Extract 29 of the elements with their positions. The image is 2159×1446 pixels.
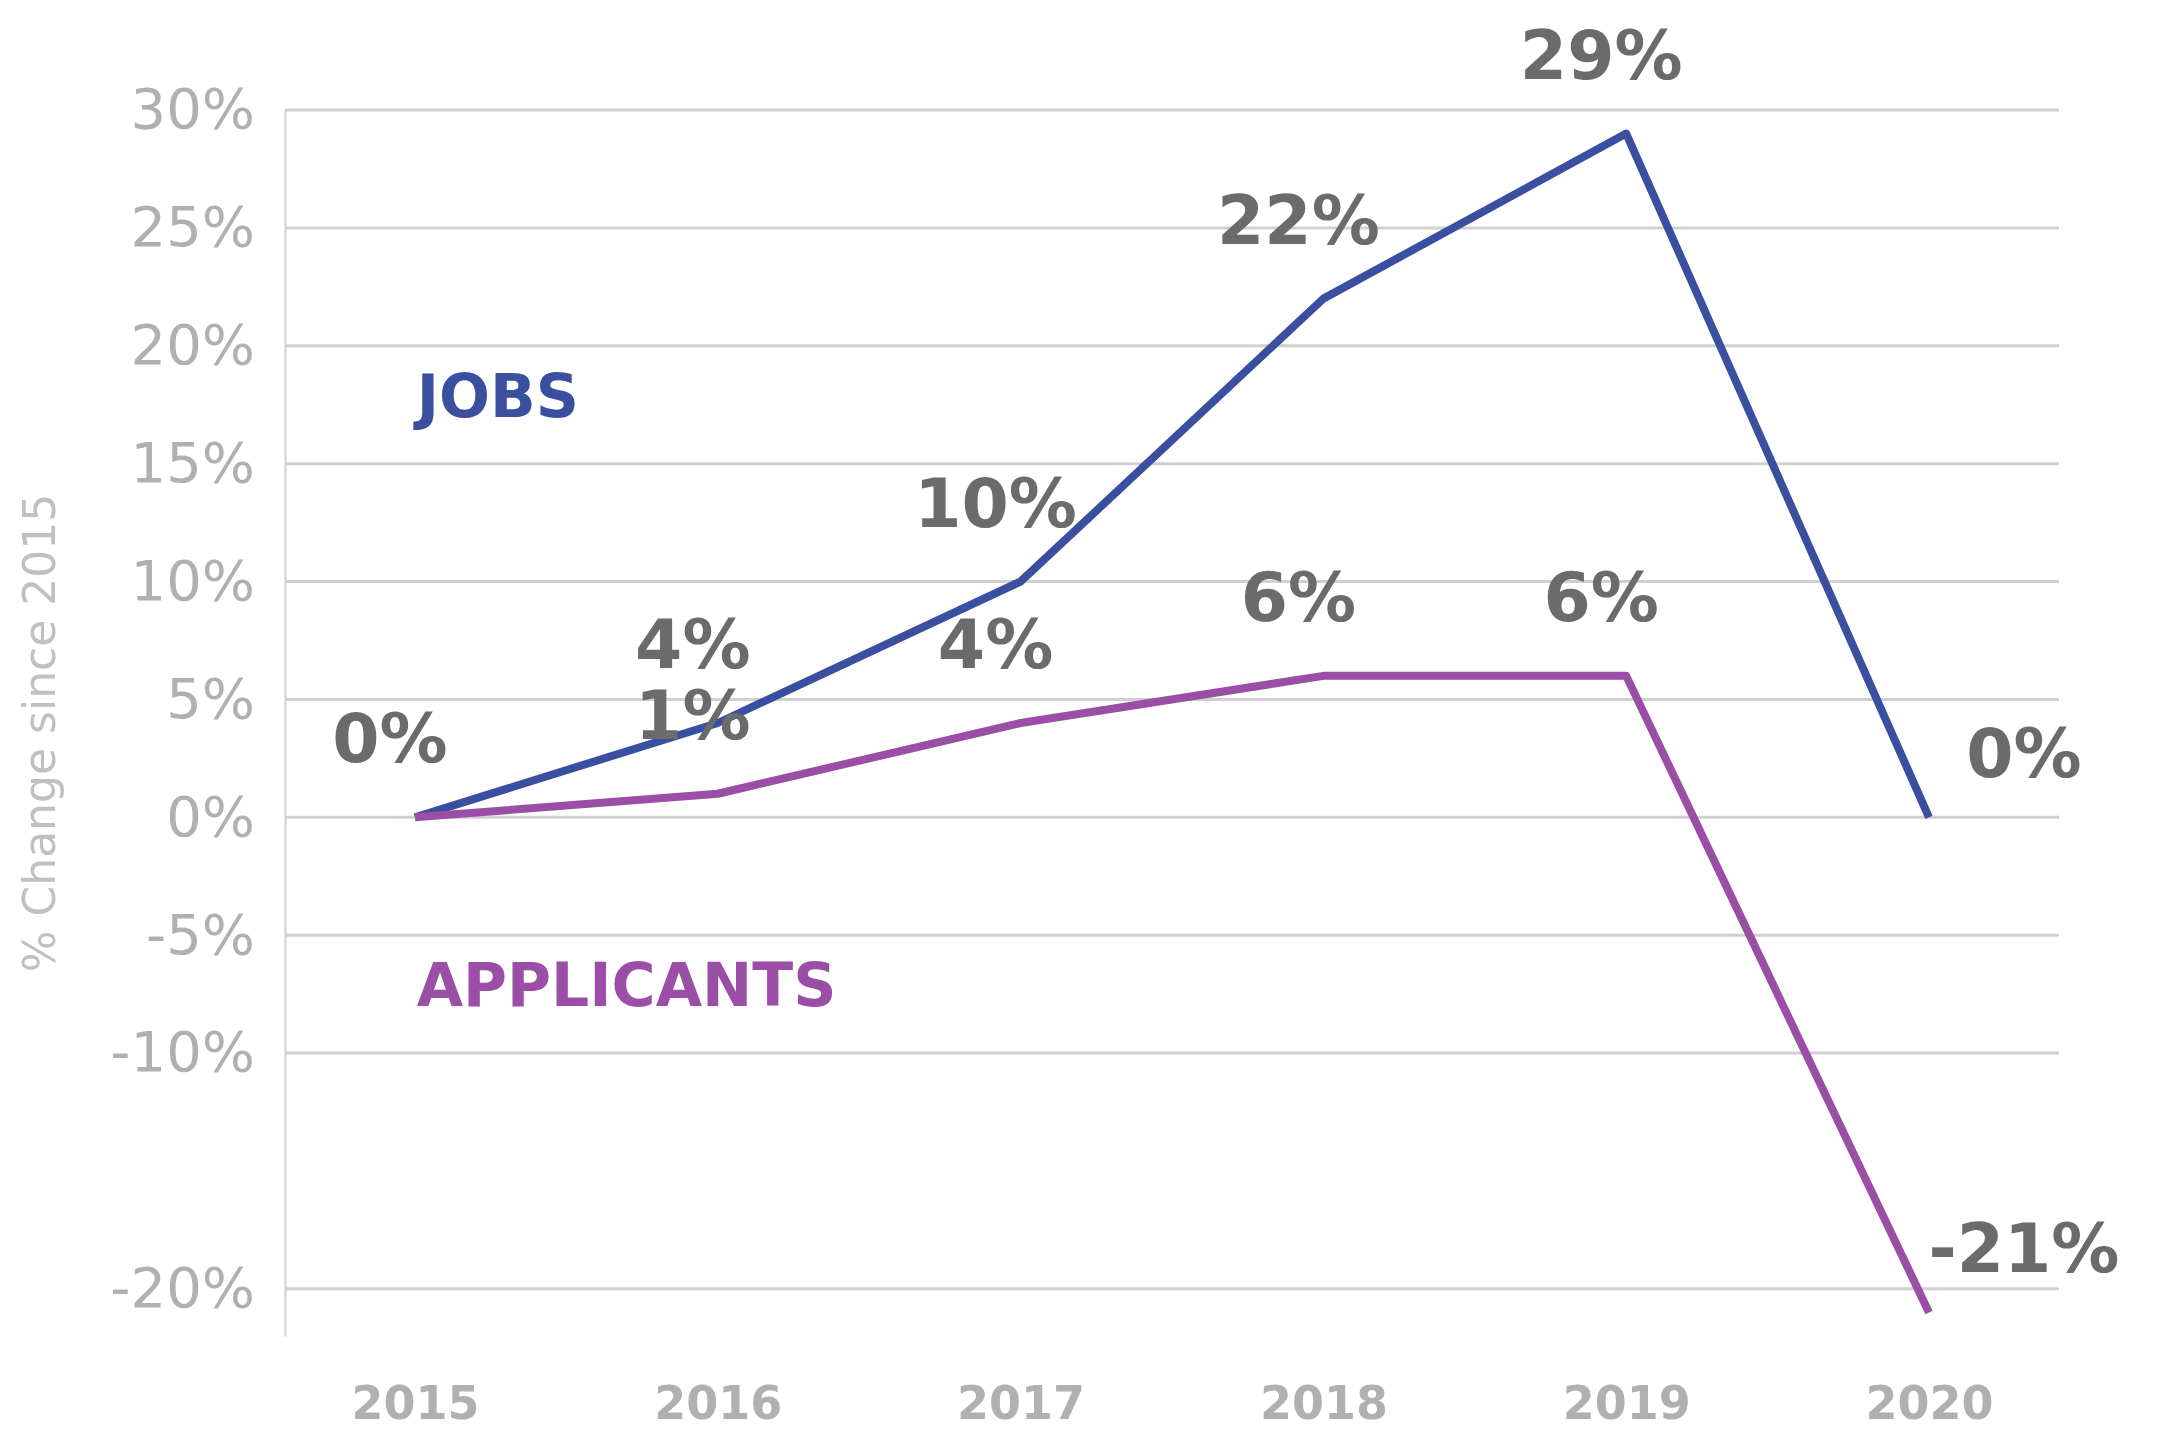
x-tick-label: 2016 [654, 1375, 783, 1430]
y-axis-title: % Change since 2015 [14, 493, 65, 973]
data-label: 4% [635, 605, 751, 684]
x-tick-label: 2018 [1259, 1375, 1388, 1430]
data-label: 4% [937, 605, 1054, 684]
y-tick-label: 5% [166, 665, 255, 731]
data-label: 6% [1543, 557, 1659, 637]
x-tick-label: 2019 [1562, 1375, 1691, 1430]
text: JOBS [412, 360, 579, 431]
data-label: 22% [1217, 180, 1380, 260]
x-tick-label: 2015 [351, 1375, 480, 1430]
x-tick-label: 2017 [957, 1375, 1086, 1430]
y-tick-label: -10% [110, 1019, 255, 1085]
data-label: 10% [914, 463, 1077, 543]
y-tick-label: 15% [130, 430, 255, 496]
y-tick-label: 10% [130, 547, 255, 613]
y-tick-label: 25% [130, 194, 255, 260]
data-label: 0% [1966, 714, 2082, 794]
x-tick-label: 2020 [1865, 1375, 1994, 1430]
y-tick-label: -5% [145, 901, 255, 967]
data-label: 0% [332, 699, 448, 779]
text: APPLICANTS [416, 949, 837, 1020]
y-tick-label: 30% [130, 76, 255, 142]
y-tick-label: 0% [166, 783, 255, 849]
y-tick-label: -20% [110, 1255, 255, 1321]
data-label: 6% [1240, 557, 1357, 637]
y-tick-label: 20% [130, 312, 255, 378]
data-label: -21% [1928, 1209, 2120, 1289]
data-label: 29% [1519, 15, 1683, 95]
